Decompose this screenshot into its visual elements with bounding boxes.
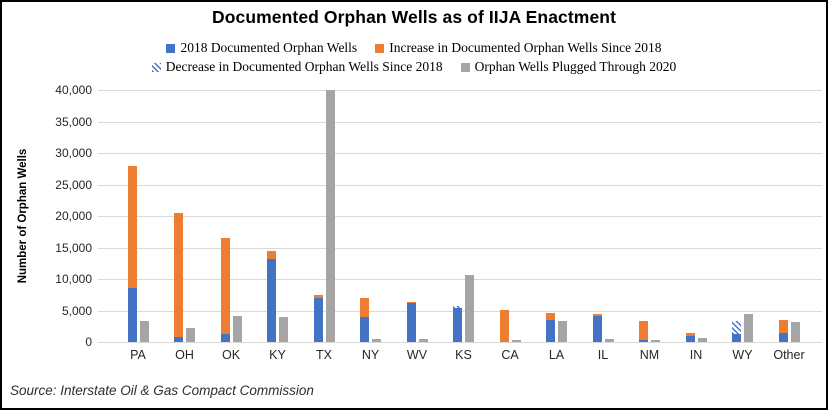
y-tick-label: 25,000 [55,177,92,192]
legend-label: Increase in Documented Orphan Wells Sinc… [389,40,662,55]
x-axis-line [98,342,822,343]
y-tick-label: 35,000 [55,114,92,129]
bar-pa-documented-2018 [127,288,137,342]
x-tick-label-la: LA [548,348,565,362]
legend-swatch-icon [151,62,161,72]
bar-other-increase [778,319,788,333]
bar-wv-increase [406,301,416,303]
bar-ky-increase [267,250,276,260]
bar-wv-documented-2018 [406,302,416,342]
bar-il-plugged [604,339,614,342]
bar-pa-increase [127,165,137,289]
legend-swatch-icon [460,62,470,72]
chart-title: Documented Orphan Wells as of IIJA Enact… [211,7,617,27]
legend-item-2: Increase in Documented Orphan Wells Sinc… [375,40,662,56]
x-tick-label-nm: NM [639,348,660,362]
legend-item-4: Orphan Wells Plugged Through 2020 [460,59,677,75]
bar-ny-documented-2018 [360,317,369,342]
bar-wy-decrease [732,321,741,334]
bar-ks-documented-2018 [453,307,462,342]
y-tick-label: 0 [85,335,92,349]
bar-wy-documented-2018 [732,333,741,342]
bar-oh-plugged [186,327,195,342]
bar-tx-increase [313,295,323,298]
x-tick-label-ok: OK [221,348,241,362]
bar-ny-plugged [372,338,381,342]
bar-wv-plugged [418,339,428,342]
bar-in-increase [685,333,695,336]
bar-il-documented-2018 [592,315,602,342]
x-tick-label-other: Other [773,348,805,362]
bar-ok-documented-2018 [220,334,230,342]
bar-la-increase [546,313,555,320]
bar-wy-plugged [744,314,753,342]
x-tick-label-ks: KS [455,348,472,362]
source-note: Source: Interstate Oil & Gas Compact Com… [10,383,314,398]
gridline [98,121,822,123]
y-tick-label: 5,000 [61,303,92,318]
x-tick-label-ky: KY [269,348,286,362]
bar-other-plugged [790,321,800,342]
legend-item-1: 2018 Documented Orphan Wells [166,40,357,56]
gridline [98,153,822,154]
bar-ok-increase [220,238,230,335]
x-tick-label-oh: OH [175,348,194,362]
bar-pa-plugged [139,321,149,342]
x-tick-label-il: IL [597,348,609,362]
legend-label: Orphan Wells Plugged Through 2020 [474,59,677,74]
bar-ny-increase [360,297,369,318]
y-tick-label: 40,000 [55,83,92,97]
bar-oh-documented-2018 [174,336,183,342]
bar-il-increase [592,314,602,316]
bar-other-documented-2018 [778,332,788,342]
bar-ks-plugged [465,275,474,342]
legend-row-1: 2018 Documented Orphan Wells Increase in … [2,40,826,56]
bar-la-plugged [558,321,567,342]
gridline [98,184,822,186]
x-tick-label-wv: WV [406,348,428,362]
x-tick-label-ny: NY [361,348,380,362]
gridline [98,279,822,280]
y-tick-label: 15,000 [55,240,92,255]
legend-swatch-icon [166,43,176,53]
bar-ca-plugged [511,340,521,342]
x-tick-label-tx: TX [316,348,332,362]
bar-ok-plugged [232,316,242,342]
y-tick-label: 20,000 [55,209,92,223]
y-axis-title: Number of Orphan Wells [17,148,29,284]
x-tick-label-pa: PA [130,348,146,362]
y-tick-label: 30,000 [55,146,92,160]
gridline [98,216,822,217]
bar-in-documented-2018 [685,335,695,342]
legend-row-2: Decrease in Documented Orphan Wells Sinc… [2,59,826,75]
bar-tx-documented-2018 [313,297,323,342]
bar-tx-plugged [325,90,335,342]
bar-ky-plugged [279,316,288,342]
y-tick-label: 10,000 [55,272,92,286]
legend-label: Decrease in Documented Orphan Wells Sinc… [165,59,443,74]
bar-nm-increase [639,321,648,341]
legend-label: 2018 Documented Orphan Wells [180,40,358,55]
x-tick-label-in: IN [689,348,703,362]
bar-ca-increase [499,309,509,342]
gridline [98,90,822,91]
gridline [98,247,822,249]
bar-ky-documented-2018 [267,259,276,342]
bar-oh-increase [174,212,183,337]
bar-la-documented-2018 [546,319,555,342]
legend-swatch-icon [375,43,385,53]
x-tick-label-wy: WY [732,348,753,362]
bar-ks-decrease [453,306,462,308]
bar-nm-documented-2018 [639,340,648,342]
x-tick-label-ca: CA [501,348,519,362]
legend-item-3: Decrease in Documented Orphan Wells Sinc… [151,59,443,75]
bar-nm-plugged [651,340,660,342]
bar-in-plugged [697,337,707,342]
